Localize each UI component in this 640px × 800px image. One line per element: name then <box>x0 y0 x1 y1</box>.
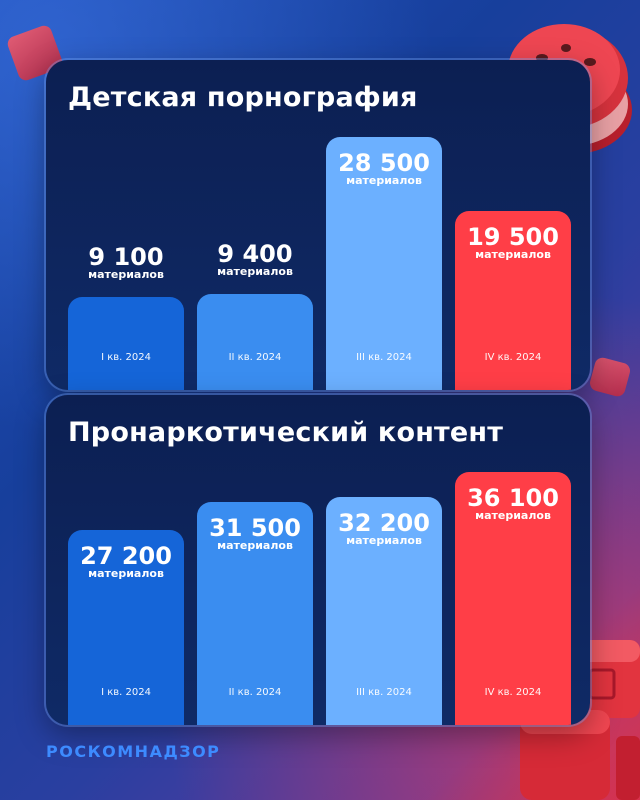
bar-value-label: 32 200 <box>338 509 430 537</box>
bar-3 <box>326 497 442 725</box>
bar-1 <box>68 297 184 390</box>
chart-title: Детская порнография <box>68 82 418 113</box>
chart-panel-2: Пронаркотический контент 27 200 материало… <box>46 395 590 725</box>
bar-value-label: 19 500 <box>467 223 559 251</box>
bar-unit-label: материалов <box>88 567 164 580</box>
bar-category-label: II кв. 2024 <box>228 352 282 363</box>
bar-plot: 9 100 материалов I кв. 2024 9 400 материалов… <box>46 60 590 390</box>
bar-unit-label: материалов <box>346 174 422 187</box>
bar-value-label: 27 200 <box>80 542 172 570</box>
brand-logo: РОСКОМНАДЗОР <box>46 742 221 761</box>
bar-category-label: III кв. 2024 <box>356 352 412 363</box>
bar-unit-label: материалов <box>346 534 422 547</box>
chart-panel-1: Детская порнография 9 100 материалов I кв.… <box>46 60 590 390</box>
bar-unit-label: материалов <box>475 248 551 261</box>
bar-value-label: 36 100 <box>467 484 559 512</box>
bar-category-label: II кв. 2024 <box>228 687 282 698</box>
bar-2 <box>197 502 313 725</box>
bar-4 <box>455 211 571 390</box>
bar-1 <box>68 530 184 725</box>
bar-4 <box>455 472 571 725</box>
bar-value-label: 28 500 <box>338 149 430 177</box>
bar-value-label: 9 400 <box>217 240 293 268</box>
bar-category-label: IV кв. 2024 <box>484 687 542 698</box>
bar-category-label: III кв. 2024 <box>356 687 412 698</box>
bar-plot: 27 200 материалов I кв. 2024 31 500 материал… <box>46 395 590 725</box>
bar-category-label: I кв. 2024 <box>101 352 151 363</box>
bar-unit-label: материалов <box>217 265 293 278</box>
bar-value-label: 9 100 <box>88 243 164 271</box>
bar-category-label: I кв. 2024 <box>101 687 151 698</box>
bar-unit-label: материалов <box>217 539 293 552</box>
bar-unit-label: материалов <box>475 509 551 522</box>
chart-title: Пронаркотический контент <box>68 417 504 448</box>
bar-unit-label: материалов <box>88 268 164 281</box>
bar-3 <box>326 137 442 390</box>
bar-category-label: IV кв. 2024 <box>484 352 542 363</box>
bar-value-label: 31 500 <box>209 514 301 542</box>
bar-2 <box>197 294 313 390</box>
